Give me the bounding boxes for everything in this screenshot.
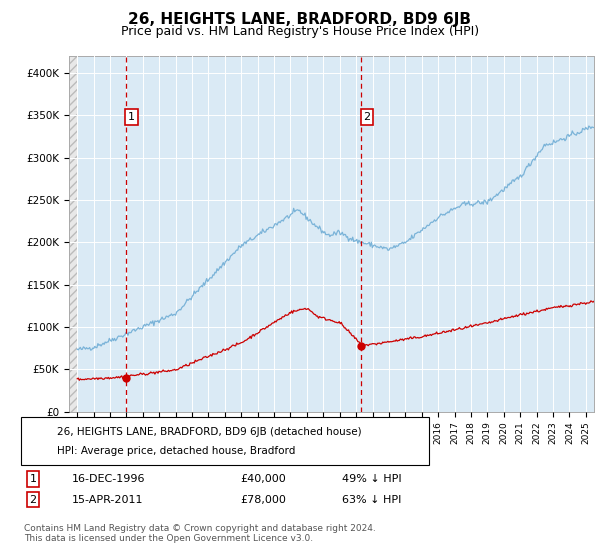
Text: £78,000: £78,000 — [240, 494, 286, 505]
Text: 16-DEC-1996: 16-DEC-1996 — [72, 474, 146, 484]
Text: Price paid vs. HM Land Registry's House Price Index (HPI): Price paid vs. HM Land Registry's House … — [121, 25, 479, 38]
Text: HPI: Average price, detached house, Bradford: HPI: Average price, detached house, Brad… — [57, 446, 295, 456]
Text: 63% ↓ HPI: 63% ↓ HPI — [342, 494, 401, 505]
Text: 2: 2 — [364, 112, 370, 122]
Text: 26, HEIGHTS LANE, BRADFORD, BD9 6JB: 26, HEIGHTS LANE, BRADFORD, BD9 6JB — [128, 12, 472, 27]
Text: 1: 1 — [128, 112, 135, 122]
Text: 49% ↓ HPI: 49% ↓ HPI — [342, 474, 401, 484]
Text: 2: 2 — [29, 494, 37, 505]
Text: 26, HEIGHTS LANE, BRADFORD, BD9 6JB (detached house): 26, HEIGHTS LANE, BRADFORD, BD9 6JB (det… — [57, 427, 362, 437]
Text: 15-APR-2011: 15-APR-2011 — [72, 494, 143, 505]
Text: £40,000: £40,000 — [240, 474, 286, 484]
Text: 1: 1 — [29, 474, 37, 484]
Text: Contains HM Land Registry data © Crown copyright and database right 2024.
This d: Contains HM Land Registry data © Crown c… — [24, 524, 376, 543]
